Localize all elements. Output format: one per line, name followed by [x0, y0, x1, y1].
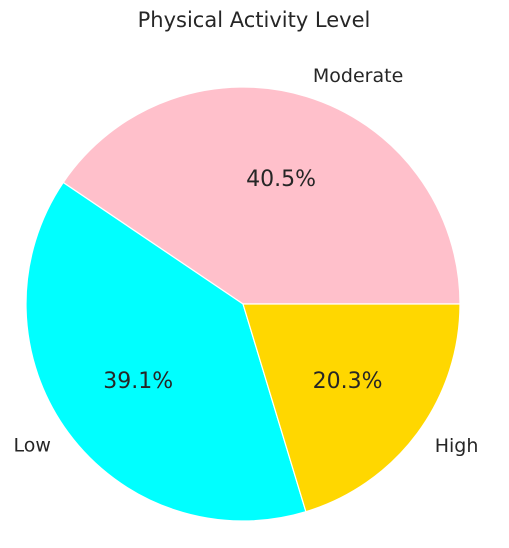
- pct-label-low: 39.1%: [103, 369, 173, 394]
- chart-title: Physical Activity Level: [138, 8, 371, 32]
- pct-label-moderate: 40.5%: [246, 167, 316, 192]
- pie-labels: 40.5% Moderate 39.1% Low 20.3% High: [13, 65, 478, 457]
- pie-slice-moderate: [62, 86, 461, 305]
- pie-slices: [25, 86, 461, 522]
- pie-slice-high: [242, 303, 461, 513]
- pct-label-high: 20.3%: [313, 369, 383, 394]
- category-label-low: Low: [13, 435, 50, 457]
- category-label-high: High: [435, 435, 479, 457]
- category-label-moderate: Moderate: [313, 65, 403, 87]
- pie-slice-low: [25, 181, 307, 522]
